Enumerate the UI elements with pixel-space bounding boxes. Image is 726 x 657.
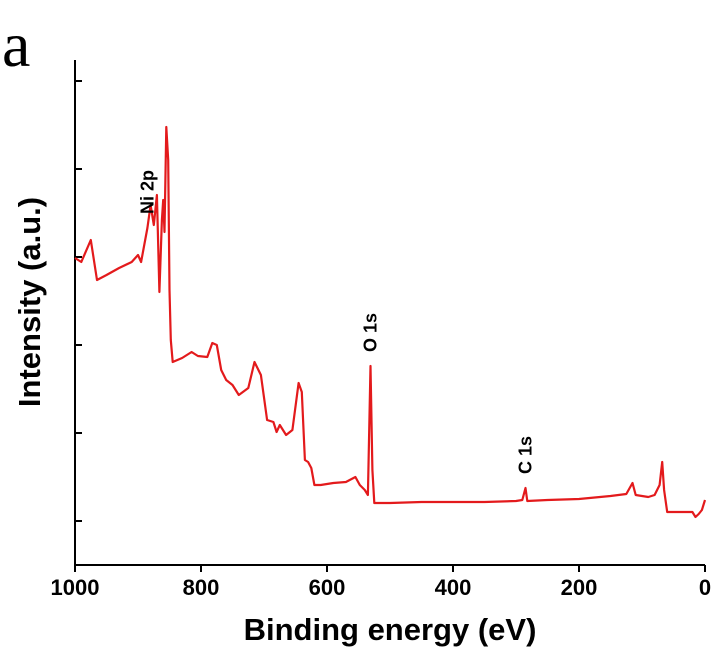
x-tick-label: 600 — [309, 575, 346, 600]
peak-annotation: Ni 2p — [137, 170, 157, 214]
x-axis-label: Binding energy (eV) — [244, 612, 537, 647]
x-tick-label: 200 — [561, 575, 598, 600]
peak-annotation: C 1s — [515, 436, 535, 474]
panel-label: a — [2, 9, 30, 80]
spectrum-line — [74, 125, 707, 519]
x-tick-label: 1000 — [51, 575, 100, 600]
x-tick-label: 800 — [183, 575, 220, 600]
x-tick-label: 400 — [435, 575, 472, 600]
peak-annotation: O 1s — [360, 313, 380, 352]
y-axis-label: Intensity (a.u.) — [12, 197, 47, 407]
x-tick-label: 0 — [699, 575, 711, 600]
